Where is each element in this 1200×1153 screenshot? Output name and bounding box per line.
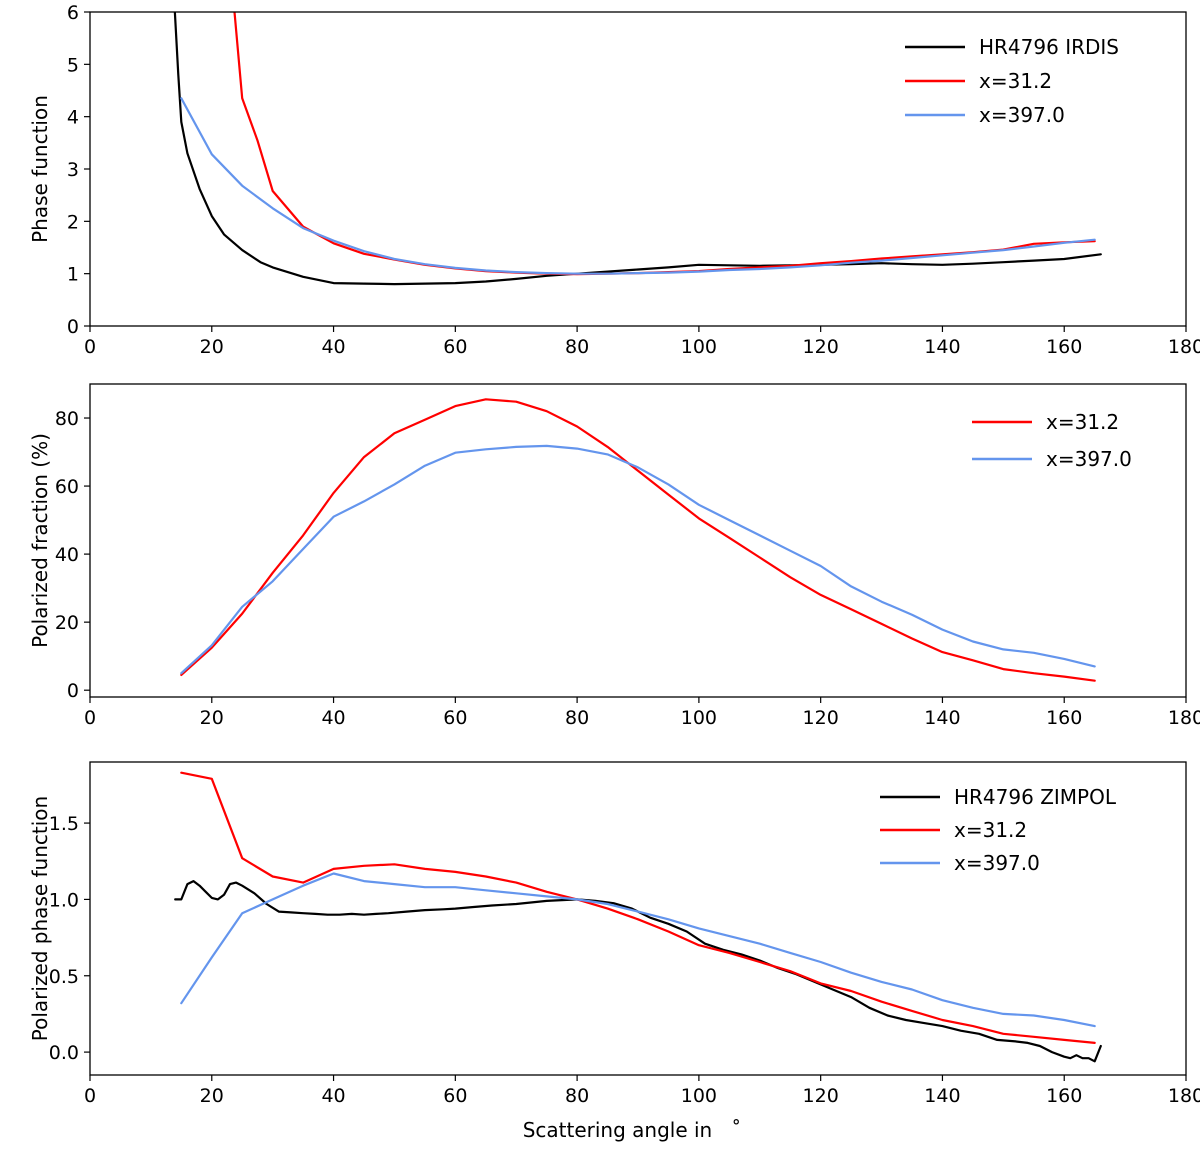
x-tick-label: 0 [84,707,96,729]
x-tick-label: 80 [565,1085,589,1107]
legend-entry: x=397.0 [1046,447,1132,471]
x-tick-label: 80 [565,707,589,729]
x-tick-label: 120 [803,1085,839,1107]
x-tick-label: 160 [1046,707,1082,729]
x-tick-label: 20 [200,707,224,729]
y-tick-label: 0 [67,680,79,702]
legend: HR4796 ZIMPOL x=31.2 x=397.0 [880,785,1117,875]
x-tick-label: 60 [443,336,467,358]
x-tick-label: 180 [1168,707,1200,729]
x-tick-label: 180 [1168,336,1200,358]
series-line-x-397-0 [180,444,1096,675]
y-tick-label: 1 [67,264,79,286]
series-line-x-31-2 [180,398,1096,682]
x-tick-label: 140 [924,336,960,358]
x-tick-label: 160 [1046,1085,1082,1107]
legend-entry: x=397.0 [954,851,1040,875]
series-group [180,398,1096,682]
x-tick-label: 60 [443,1085,467,1107]
series-line-x-397-0 [180,97,1096,275]
legend-entry: x=31.2 [1046,410,1119,434]
y-tick-label: 6 [67,2,79,24]
panel-1: 0 20 40 60 80 100 120 140 160 180 0 1 2 3 4 5 6 Phase fun… [28,2,1200,358]
legend-entry: x=31.2 [954,818,1027,842]
y-tick-label: 1.0 [49,889,79,911]
y-axis-label: Polarized phase function [28,796,52,1041]
axes-frame [89,383,1187,698]
legend-entry: HR4796 ZIMPOL [954,785,1117,809]
y-tick-label: 80 [55,408,79,430]
series-line-x-397-0 [180,872,1096,1028]
x-tick-label: 100 [681,1085,717,1107]
x-tick-label: 60 [443,707,467,729]
y-tick-label: 40 [55,544,79,566]
x-tick-label: 40 [321,707,345,729]
y-tick-label: 20 [55,612,79,634]
axes-frame [89,11,1187,327]
series-group [173,12,1102,286]
x-tick-label: 0 [84,336,96,358]
y-tick-label: 0.0 [49,1042,79,1064]
x-tick-label: 160 [1046,336,1082,358]
y-axis-label: Polarized fraction (%) [28,433,52,648]
y-tick-label: 60 [55,476,79,498]
x-tick-label: 80 [565,336,589,358]
x-tick-label: 120 [803,336,839,358]
x-tick-label: 140 [924,1085,960,1107]
y-tick-label: 0.5 [49,966,79,988]
axes-frame [89,761,1187,1076]
x-tick-label: 120 [803,707,839,729]
y-tick-label: 4 [67,107,79,129]
legend-entry: x=31.2 [979,69,1052,93]
series-line-hr4796-zimpol [174,880,1102,1063]
legend-entry: x=397.0 [979,103,1065,127]
x-tick-label: 20 [200,1085,224,1107]
series-line-hr4796-irdis [173,12,1102,286]
y-tick-label: 1.5 [49,813,79,835]
series-line-x-31-2 [180,771,1096,1044]
x-tick-label: 0 [84,1085,96,1107]
y-tick-label: 5 [67,54,79,76]
y-tick-label: 3 [67,159,79,181]
x-tick-label: 20 [200,336,224,358]
x-tick-label: 40 [321,336,345,358]
legend-entry: HR4796 IRDIS [979,35,1119,59]
x-tick-label: 180 [1168,1085,1200,1107]
x-tick-label: 100 [681,336,717,358]
x-tick-label: 140 [924,707,960,729]
legend: HR4796 IRDIS x=31.2 x=397.0 [905,35,1119,127]
panel-2: 0 20 40 60 80 100 120 140 160 180020406080Polariz… [28,383,1200,729]
x-tick-label: 100 [681,707,717,729]
series-group [174,771,1102,1063]
y-tick-label: 0 [67,316,79,338]
y-tick-label: 2 [67,211,79,233]
panel-3: 0 20 40 60 80 100 120 140 160 180 0.0 0.5 1.0 1.5Pola… [28,761,1200,1142]
x-tick-label: 40 [321,1085,345,1107]
legend: x=31.2 x=397.0 [972,410,1132,471]
y-axis-label: Phase function [28,95,52,243]
series-line-x-31-2 [233,12,1096,276]
x-axis-label: Scattering angle in ˚ [523,1118,742,1142]
